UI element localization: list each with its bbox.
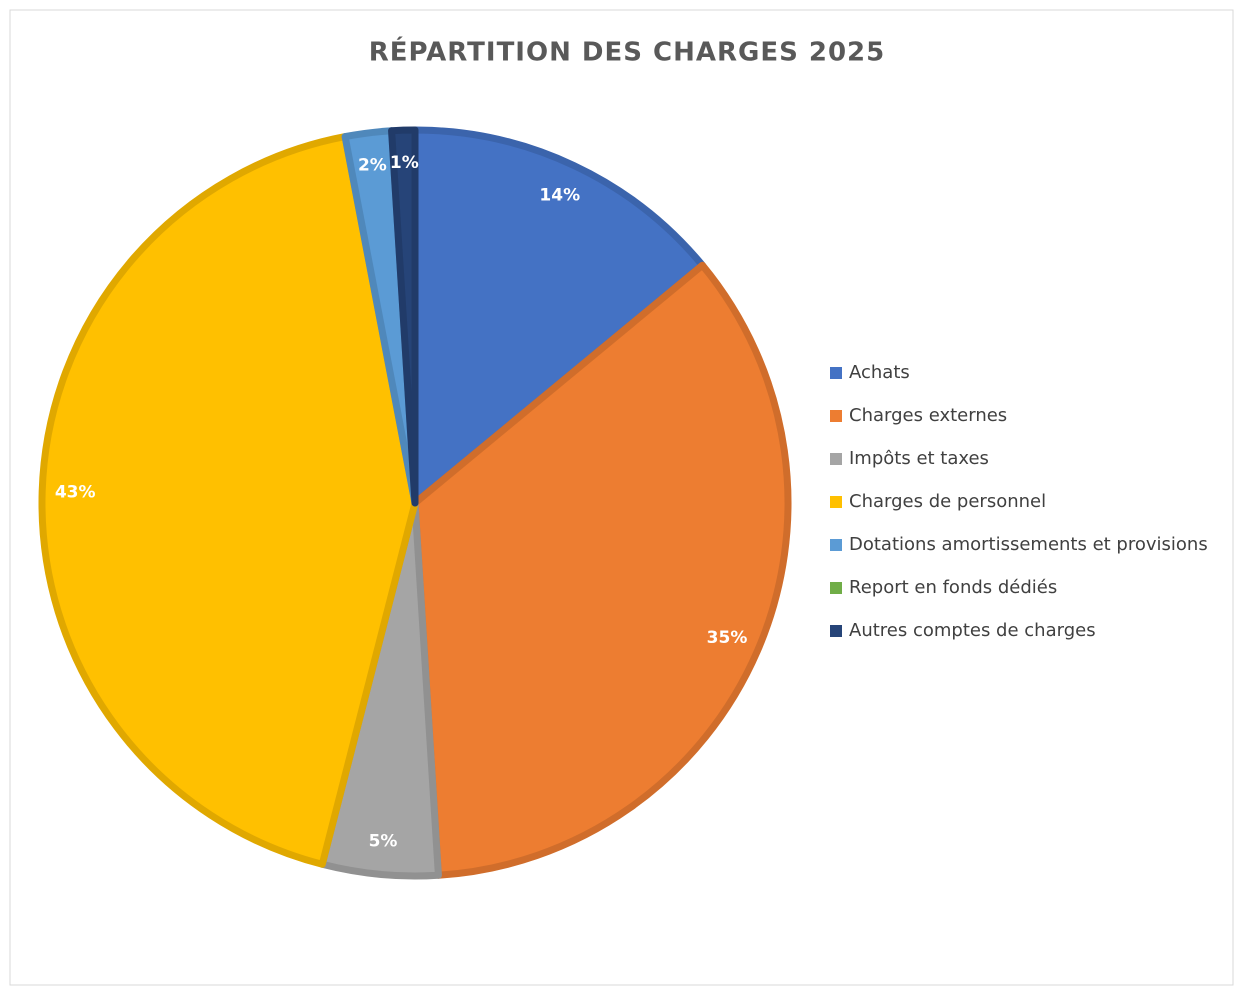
slice-border (411, 126, 706, 507)
data-label: 43% (55, 482, 96, 502)
legend-swatch (830, 582, 842, 594)
legend-label: Achats (849, 362, 910, 383)
slice-border (38, 133, 419, 868)
chart-title: RÉPARTITION DES CHARGES 2025 (369, 36, 886, 68)
pie-slice (411, 126, 706, 507)
data-label: 1% (390, 153, 419, 173)
legend-label: Charges externes (849, 405, 1007, 426)
pie-slice (411, 261, 792, 879)
slice-border (388, 126, 419, 507)
legend-label: Charges de personnel (849, 491, 1046, 512)
pie-slice (38, 133, 419, 868)
legend-swatch (830, 539, 842, 551)
legend-label: Report en fonds dédiés (849, 577, 1057, 598)
data-label: 2% (358, 156, 387, 176)
legend-swatch (830, 496, 842, 508)
data-label: 35% (707, 628, 748, 648)
slice-border (411, 261, 792, 879)
legend-swatch (830, 625, 842, 637)
legend-swatch (830, 410, 842, 422)
legend-label: Dotations amortissements et provisions (849, 534, 1208, 555)
legend-swatch (830, 453, 842, 465)
pie-slice (388, 126, 419, 507)
data-label: 14% (539, 185, 580, 205)
data-label: 5% (369, 831, 398, 851)
legend-swatch (830, 367, 842, 379)
legend-label: Autres comptes de charges (849, 620, 1096, 641)
legend-label: Impôts et taxes (849, 448, 989, 469)
